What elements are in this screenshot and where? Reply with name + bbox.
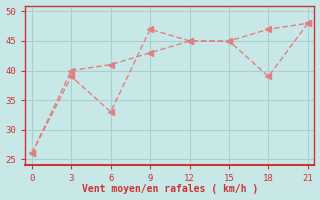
X-axis label: Vent moyen/en rafales ( km/h ): Vent moyen/en rafales ( km/h )	[82, 184, 258, 194]
